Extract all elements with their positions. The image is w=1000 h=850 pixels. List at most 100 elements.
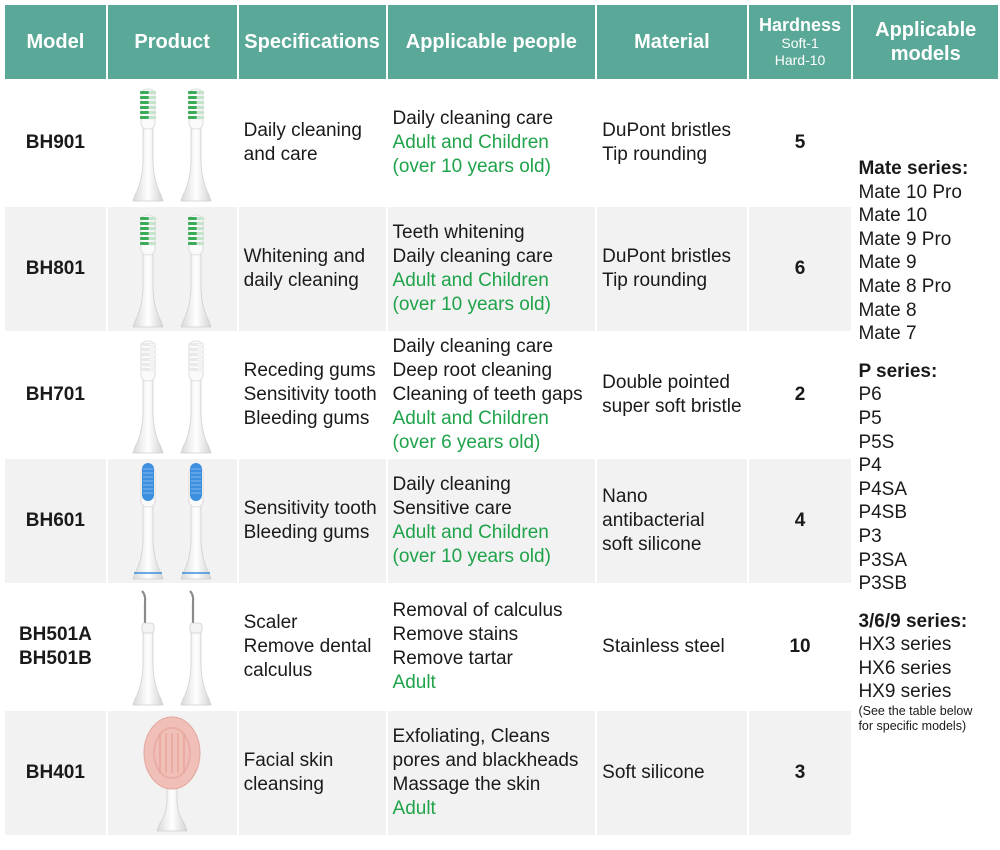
- material-cell: DuPont bristles Tip rounding: [597, 81, 747, 205]
- specification-line: Bleeding gums: [243, 522, 370, 543]
- people-line: Daily cleaning care: [392, 246, 554, 267]
- people-line: Exfoliating, Cleans: [392, 726, 550, 747]
- people-line: Daily cleaning care: [392, 108, 554, 129]
- people-age-line: (over 10 years old): [392, 156, 551, 177]
- specifications-cell: Whitening and daily cleaning: [238, 207, 386, 331]
- people-age-line: Adult and Children: [392, 270, 549, 291]
- applicable-people-cell: Exfoliating, Cleans pores and blackheads M…: [387, 711, 596, 835]
- people-line: Sensitive care: [392, 498, 512, 519]
- hardness-soft: Soft-1: [781, 35, 819, 51]
- material-line: Double pointed: [602, 372, 730, 393]
- people-line: Remove stains: [392, 624, 519, 645]
- people-age-line: Adult: [392, 672, 436, 693]
- model-cell: BH601: [5, 459, 106, 583]
- brush-head: [132, 214, 164, 328]
- material-cell: Nano antibacterial soft silicone: [597, 459, 747, 583]
- applicable-models-cell: Mate series: Mate 10 Pro Mate 10 Mate 9 Pro…: [853, 81, 998, 835]
- header-row: Model Product Specifications Applicable …: [5, 5, 998, 79]
- applicable-people-cell: Daily cleaning care Deep root cleaning Cle…: [387, 333, 596, 457]
- people-age-line: Adult and Children: [392, 408, 549, 429]
- specifications-cell: Daily cleaning and care: [238, 81, 386, 205]
- model-name: BH901: [25, 132, 85, 153]
- brush-head: [132, 590, 164, 706]
- model-cell: BH501A BH501B: [5, 585, 106, 709]
- people-line: Removal of calculus: [392, 600, 563, 621]
- people-age-line: Adult: [392, 798, 436, 819]
- material-cell: Double pointed super soft bristle: [597, 333, 747, 457]
- product-row: BH801 Whitening and daily cleaning Teeth wh…: [5, 207, 998, 331]
- brush-head: [132, 340, 164, 454]
- model-compat-item: P3: [858, 525, 882, 547]
- model-compat-item: Mate 8: [858, 299, 917, 321]
- hardness-hard: Hard-10: [774, 52, 826, 68]
- material-line: Nano antibacterial: [602, 486, 705, 531]
- product-image: [107, 333, 237, 457]
- spacer: [858, 346, 993, 360]
- applicable-people-cell: Daily cleaning Sensitive care Adult and Ch…: [387, 459, 596, 583]
- people-age-line: (over 10 years old): [392, 294, 551, 315]
- model-cell: BH401: [5, 711, 106, 835]
- model-compat-item: Mate 9 Pro: [858, 228, 952, 250]
- model-compat-item: HX3 series: [858, 634, 952, 656]
- model-compat-item: P3SA: [858, 549, 908, 571]
- specification-line: calculus: [243, 660, 313, 681]
- specification-line: Whitening and: [243, 246, 366, 267]
- hx-series-title: 3/6/9 series:: [858, 610, 968, 632]
- model-compat-item: P6: [858, 384, 882, 406]
- material-line: Soft silicone: [602, 762, 705, 783]
- applicable-people-cell: Daily cleaning care Adult and Children (ov…: [387, 81, 596, 205]
- specification-line: Receding gums: [243, 360, 376, 381]
- hardness-value: 2: [748, 333, 852, 457]
- hardness-value: 3: [748, 711, 852, 835]
- model-name: BH501B: [18, 648, 92, 669]
- specification-line: Sensitivity tooth: [243, 384, 377, 405]
- mate-series-title: Mate series:: [858, 158, 969, 179]
- specification-line: Facial skin: [243, 750, 334, 771]
- model-compat-item: Mate 8 Pro: [858, 275, 952, 297]
- material-cell: Stainless steel: [597, 585, 747, 709]
- model-compat-item: HX9 series: [858, 681, 952, 703]
- product-row: BH701 Receding gums Sensitivity tooth Bleed…: [5, 333, 998, 457]
- people-line: Daily cleaning: [392, 474, 511, 495]
- material-line: Tip rounding: [602, 270, 708, 291]
- brush-head: [132, 88, 164, 202]
- people-line: Daily cleaning care: [392, 336, 554, 357]
- model-compat-item: P4: [858, 455, 882, 477]
- specifications-cell: Sensitivity tooth Bleeding gums: [238, 459, 386, 583]
- specification-line: Sensitivity tooth: [243, 498, 377, 519]
- people-line: Cleaning of teeth gaps: [392, 384, 583, 405]
- header-applicable-models: Applicable models: [853, 5, 998, 79]
- hardness-value: 6: [748, 207, 852, 331]
- p-series-title: P series:: [858, 360, 938, 382]
- specification-line: and care: [243, 144, 318, 165]
- brush-head: [180, 590, 212, 706]
- model-cell: BH701: [5, 333, 106, 457]
- model-name: BH501A: [18, 624, 92, 645]
- models-note: (See the table below: [858, 704, 973, 719]
- header-applicable-people: Applicable people: [387, 5, 596, 79]
- material-line: soft silicone: [602, 534, 702, 555]
- model-compat-item: P4SB: [858, 502, 908, 524]
- material-line: DuPont bristles: [602, 120, 732, 141]
- product-row: BH601 Sensitivity tooth Bleeding gums Daily…: [5, 459, 998, 583]
- specification-line: Remove dental: [243, 636, 372, 657]
- model-compat-item: P5S: [858, 431, 895, 453]
- model-cell: BH901: [5, 81, 106, 205]
- material-cell: Soft silicone: [597, 711, 747, 835]
- model-compat-item: Mate 7: [858, 323, 917, 345]
- specification-line: cleansing: [243, 774, 324, 795]
- model-cell: BH801: [5, 207, 106, 331]
- model-compat-item: P3SB: [858, 573, 908, 595]
- hardness-value: 10: [748, 585, 852, 709]
- material-line: DuPont bristles: [602, 246, 732, 267]
- brush-head: [180, 340, 212, 454]
- specifications-cell: Scaler Remove dental calculus: [238, 585, 386, 709]
- model-compat-item: Mate 10 Pro: [858, 181, 962, 203]
- specification-line: Bleeding gums: [243, 408, 370, 429]
- header-hardness: Hardness Soft-1 Hard-10: [748, 5, 852, 79]
- product-row: BH501A BH501B Scaler Remove dental calculus R…: [5, 585, 998, 709]
- specification-line: daily cleaning: [243, 270, 359, 291]
- brush-head: [180, 88, 212, 202]
- model-compat-item: Mate 10: [858, 205, 928, 227]
- model-name: BH601: [25, 510, 85, 531]
